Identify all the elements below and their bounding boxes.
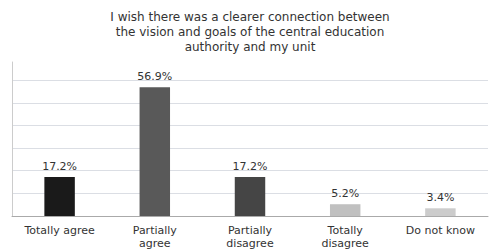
svg-text:disagree: disagree — [322, 237, 370, 250]
svg-text:authority and my unit: authority and my unit — [185, 40, 316, 54]
svg-text:Do not know: Do not know — [406, 224, 475, 237]
svg-text:Totally: Totally — [327, 224, 364, 237]
svg-text:56.9%: 56.9% — [137, 70, 172, 83]
svg-text:17.2%: 17.2% — [42, 160, 77, 173]
svg-text:3.4%: 3.4% — [426, 191, 454, 204]
svg-text:Partially: Partially — [133, 224, 178, 237]
svg-text:I wish there was a clearer con: I wish there was a clearer connection be… — [110, 10, 389, 24]
svg-text:17.2%: 17.2% — [233, 160, 268, 173]
svg-text:Partially: Partially — [228, 224, 273, 237]
svg-text:agree: agree — [139, 237, 171, 250]
svg-text:disagree: disagree — [226, 237, 274, 250]
svg-text:the vision and goals of the ce: the vision and goals of the central educ… — [116, 25, 385, 39]
svg-text:Totally agree: Totally agree — [23, 224, 95, 237]
svg-text:5.2%: 5.2% — [331, 187, 359, 200]
